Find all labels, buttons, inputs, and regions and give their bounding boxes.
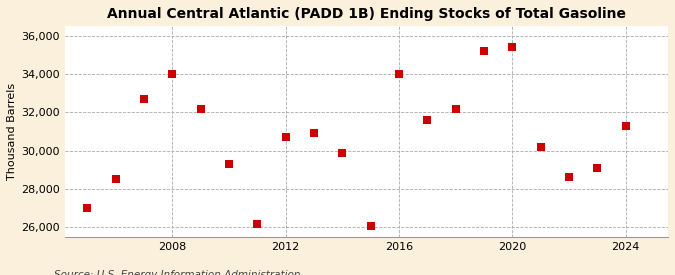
Point (110, 177, 121, 182)
Point (592, 166, 603, 170)
Point (252, 222, 263, 226)
Point (394, 72, 404, 76)
Point (138, 97, 149, 101)
Point (195, 106, 206, 111)
Point (479, 49, 489, 53)
Point (450, 106, 461, 111)
Point (337, 150, 348, 155)
Text: Source: U.S. Energy Information Administration: Source: U.S. Energy Information Administ… (54, 271, 300, 275)
Point (365, 224, 376, 228)
Point (223, 162, 234, 166)
Point (535, 145, 546, 149)
Point (167, 72, 178, 76)
Point (422, 118, 433, 122)
Point (308, 131, 319, 136)
Point (564, 175, 574, 180)
Point (620, 123, 631, 128)
Point (507, 45, 518, 50)
Point (280, 135, 291, 139)
Point (82, 206, 92, 210)
Y-axis label: Thousand Barrels: Thousand Barrels (7, 83, 17, 180)
Title: Annual Central Atlantic (PADD 1B) Ending Stocks of Total Gasoline: Annual Central Atlantic (PADD 1B) Ending… (107, 7, 626, 21)
